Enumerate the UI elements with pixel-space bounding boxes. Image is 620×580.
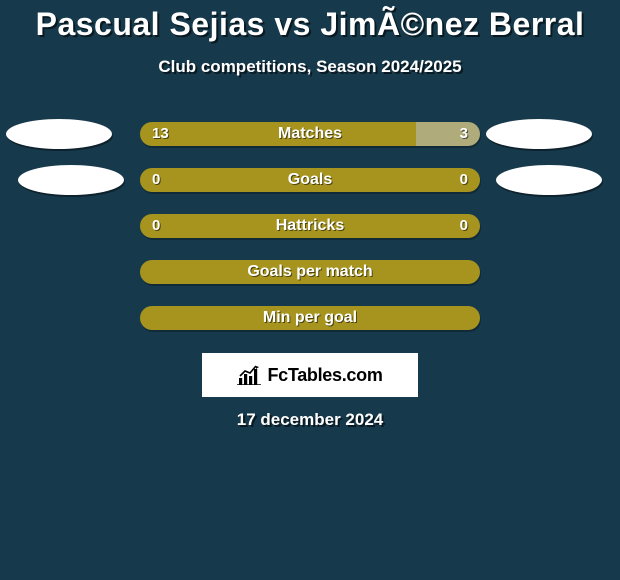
player-left-marker	[6, 119, 112, 149]
stat-label: Min per goal	[140, 306, 480, 330]
logo-text: FcTables.com	[267, 365, 382, 386]
comparison-row: 133Matches	[0, 119, 620, 165]
stat-bar: Goals per match	[140, 260, 480, 284]
stat-bar: Min per goal	[140, 306, 480, 330]
comparison-row: Goals per match	[0, 257, 620, 303]
comparison-row: 00Hattricks	[0, 211, 620, 257]
page-title: Pascual Sejias vs JimÃ©nez Berral	[0, 0, 620, 43]
stat-label: Matches	[140, 122, 480, 146]
player-right-marker	[486, 119, 592, 149]
stat-bar: 00Goals	[140, 168, 480, 192]
logo-box: FcTables.com	[202, 353, 418, 397]
comparison-row: 00Goals	[0, 165, 620, 211]
comparison-rows: 133Matches 00Goals 00Hattricks Goals per ma…	[0, 119, 620, 349]
stat-label: Goals	[140, 168, 480, 192]
stat-label: Goals per match	[140, 260, 480, 284]
page-subtitle: Club competitions, Season 2024/2025	[0, 57, 620, 77]
player-right-marker	[496, 165, 602, 195]
bar-chart-icon	[237, 365, 261, 385]
comparison-row: Min per goal	[0, 303, 620, 349]
stat-label: Hattricks	[140, 214, 480, 238]
stat-bar: 00Hattricks	[140, 214, 480, 238]
date-label: 17 december 2024	[0, 410, 620, 430]
stat-bar: 133Matches	[140, 122, 480, 146]
player-left-marker	[18, 165, 124, 195]
